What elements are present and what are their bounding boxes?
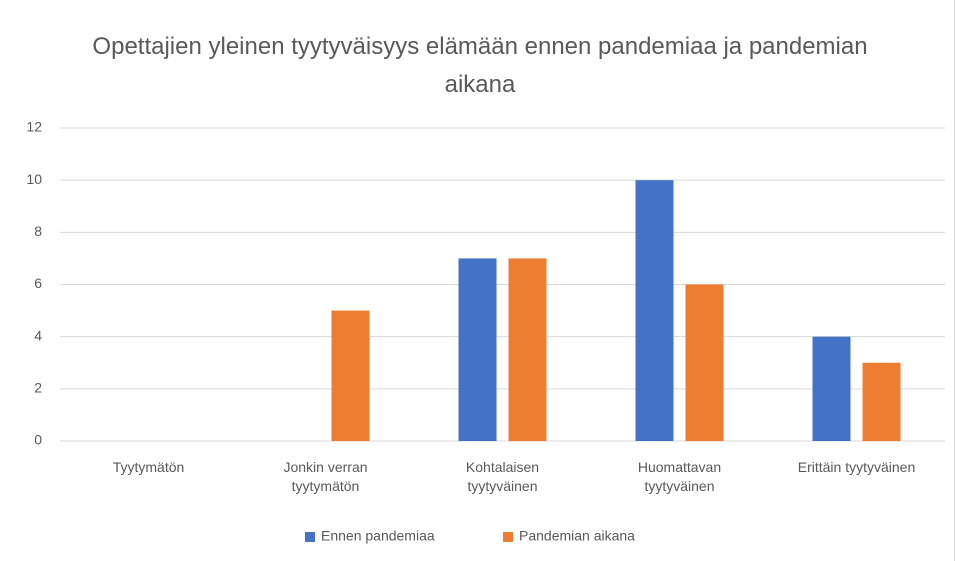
legend-label: Pandemian aikana	[519, 528, 635, 544]
x-tick-label: Jonkin verran tyytymätön	[283, 459, 368, 494]
y-tick-label: 10	[26, 171, 42, 187]
y-tick-label: 6	[34, 275, 42, 291]
bar	[685, 284, 724, 441]
legend-swatch	[503, 532, 513, 542]
x-tick-label: Kohtalaisen tyytyväinen	[465, 459, 540, 494]
legend-swatch	[305, 532, 315, 542]
legend-label: Ennen pandemiaa	[321, 528, 435, 544]
bar	[458, 258, 497, 441]
bar	[812, 336, 851, 441]
x-tick-label: Tyytymätön	[112, 459, 185, 475]
bar	[635, 180, 674, 441]
bar	[331, 310, 370, 441]
y-tick-label: 8	[34, 223, 42, 239]
chart-title: Opettajien yleinen tyytyväisyys elämään …	[92, 33, 868, 98]
bar	[862, 362, 901, 441]
y-tick-label: 12	[26, 119, 42, 135]
y-tick-label: 2	[34, 380, 42, 396]
y-tick-label: 4	[34, 327, 42, 343]
x-tick-label: Erittäin tyytyväinen	[797, 459, 916, 475]
y-tick-label: 0	[34, 432, 42, 448]
bar	[508, 258, 547, 441]
x-tick-label: Huomattavan tyytyväinen	[637, 459, 722, 494]
